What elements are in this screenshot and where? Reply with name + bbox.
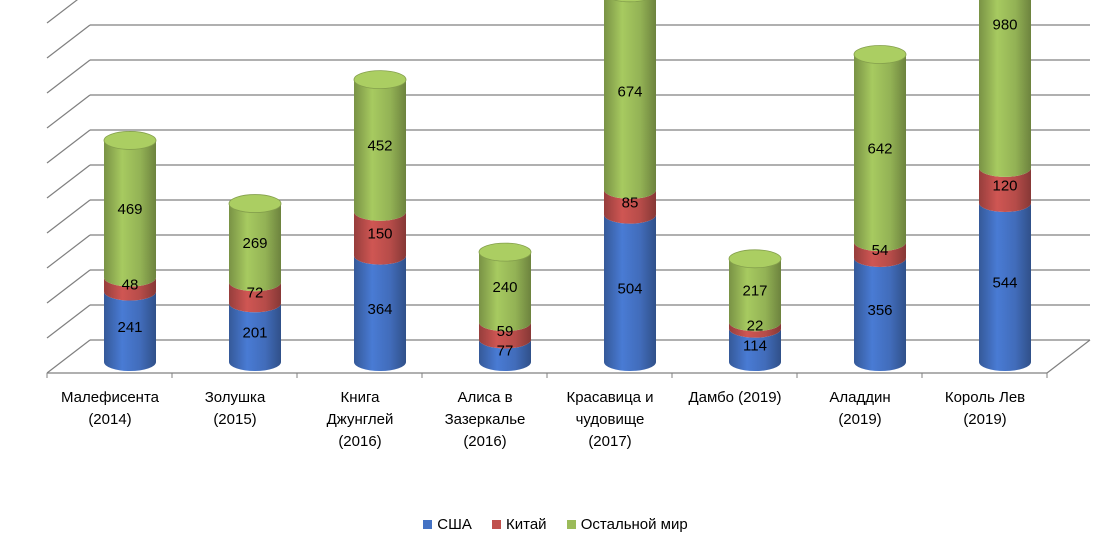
bar-segment xyxy=(854,54,906,252)
floor-right-edge xyxy=(1046,339,1091,374)
data-label: 544 xyxy=(992,274,1017,291)
legend-item-rest-of-world: Остальной мир xyxy=(566,516,688,533)
bar-stack xyxy=(478,242,532,371)
bar-top-cap xyxy=(853,45,907,64)
bar-segment xyxy=(979,167,1031,212)
bar-stack xyxy=(728,249,782,371)
x-tick-label: Книга Джунглей (2016) xyxy=(327,389,394,450)
x-tick-label: Король Лев (2019) xyxy=(945,389,1025,428)
chart-legend: США Китай Остальной мир xyxy=(0,516,1111,533)
bar-segment xyxy=(604,0,656,199)
bar-stack xyxy=(103,131,157,371)
legend-item-usa: США xyxy=(423,516,472,533)
bar-segment xyxy=(979,0,1031,177)
bar-segment xyxy=(729,258,781,332)
legend-swatch-rest-of-world xyxy=(566,520,576,529)
bar-segment xyxy=(479,339,531,371)
legend-swatch-china xyxy=(492,520,502,529)
bar-stack xyxy=(604,0,656,371)
legend-swatch-usa xyxy=(423,520,433,529)
x-tick-label: Золушка (2015) xyxy=(205,389,266,428)
gridline-side xyxy=(46,339,91,374)
bar-top-cap xyxy=(353,70,407,90)
chart-floor xyxy=(46,339,1091,378)
bar-top-cap xyxy=(103,131,157,150)
bar-stack xyxy=(228,194,282,371)
x-tick-label: Дамбо (2019) xyxy=(688,389,781,406)
data-label: 59 xyxy=(497,323,514,340)
bar-segment xyxy=(354,211,406,265)
legend-label-usa: США xyxy=(437,516,472,533)
data-label: 54 xyxy=(872,242,889,259)
bar-segment xyxy=(604,214,656,371)
bar-segment xyxy=(604,189,656,224)
bar-stack xyxy=(979,0,1031,371)
data-label: 48 xyxy=(122,277,139,294)
bar-top-cap xyxy=(612,0,648,3)
data-label: 77 xyxy=(497,343,514,360)
gridline-side xyxy=(46,24,91,59)
data-label: 452 xyxy=(367,138,392,155)
x-tick-label: Малефисента (2014) xyxy=(61,389,160,428)
gridline-side xyxy=(46,164,91,199)
gridline-side xyxy=(46,304,91,339)
bar-segment xyxy=(354,255,406,371)
data-label: 469 xyxy=(117,201,142,218)
data-label: 217 xyxy=(742,283,767,300)
bar-segment xyxy=(479,252,531,332)
gridline-side xyxy=(46,199,91,234)
data-label: 642 xyxy=(867,140,892,157)
data-label: 980 xyxy=(992,17,1017,34)
gridline-side xyxy=(46,129,91,164)
x-tick-label: Алиса в Зазеркалье (2016) xyxy=(445,389,526,450)
data-label: 85 xyxy=(622,194,639,211)
bar-segment xyxy=(854,242,906,267)
bar-segment xyxy=(229,282,281,313)
data-label: 674 xyxy=(617,83,642,100)
gridline-side xyxy=(46,269,91,304)
data-label: 240 xyxy=(492,279,517,296)
bar-top-cap xyxy=(728,249,782,269)
x-tick-label: Аладдин (2019) xyxy=(829,389,890,428)
bar-segment xyxy=(729,328,781,371)
gridline-side xyxy=(46,234,91,269)
bar-stack xyxy=(353,70,407,371)
gridline-side xyxy=(46,0,78,24)
data-label: 241 xyxy=(117,319,142,336)
data-label: 150 xyxy=(367,226,392,243)
data-label: 356 xyxy=(867,302,892,319)
bar-segment xyxy=(729,322,781,338)
x-tick-label: Красавица и чудовище (2017) xyxy=(566,389,653,450)
bar-segment xyxy=(104,291,156,371)
legend-item-china: Китай xyxy=(492,516,547,533)
gridline-side xyxy=(46,59,91,94)
data-label: 120 xyxy=(992,177,1017,194)
bar-top-cap xyxy=(228,194,282,213)
bar-segment xyxy=(354,79,406,221)
bar-segment xyxy=(854,257,906,371)
data-label: 114 xyxy=(743,337,767,354)
data-label: 364 xyxy=(367,301,392,318)
bar-segment xyxy=(979,202,1031,371)
legend-label-china: Китай xyxy=(506,516,547,533)
data-label: 504 xyxy=(617,280,642,297)
bar-segment xyxy=(229,203,281,292)
data-label: 201 xyxy=(242,325,267,342)
bar-segment xyxy=(104,140,156,287)
bar-segment xyxy=(104,277,156,301)
data-label: 22 xyxy=(747,317,764,334)
bar-segment xyxy=(479,322,531,349)
data-label: 72 xyxy=(247,285,264,302)
gridline-side xyxy=(46,94,91,129)
gridlines xyxy=(46,0,1090,374)
bar-top-cap xyxy=(478,242,532,262)
data-label: 269 xyxy=(242,235,267,252)
bar-segment xyxy=(229,303,281,371)
legend-label-rest-of-world: Остальной мир xyxy=(580,516,688,533)
bar-stack xyxy=(853,45,907,371)
